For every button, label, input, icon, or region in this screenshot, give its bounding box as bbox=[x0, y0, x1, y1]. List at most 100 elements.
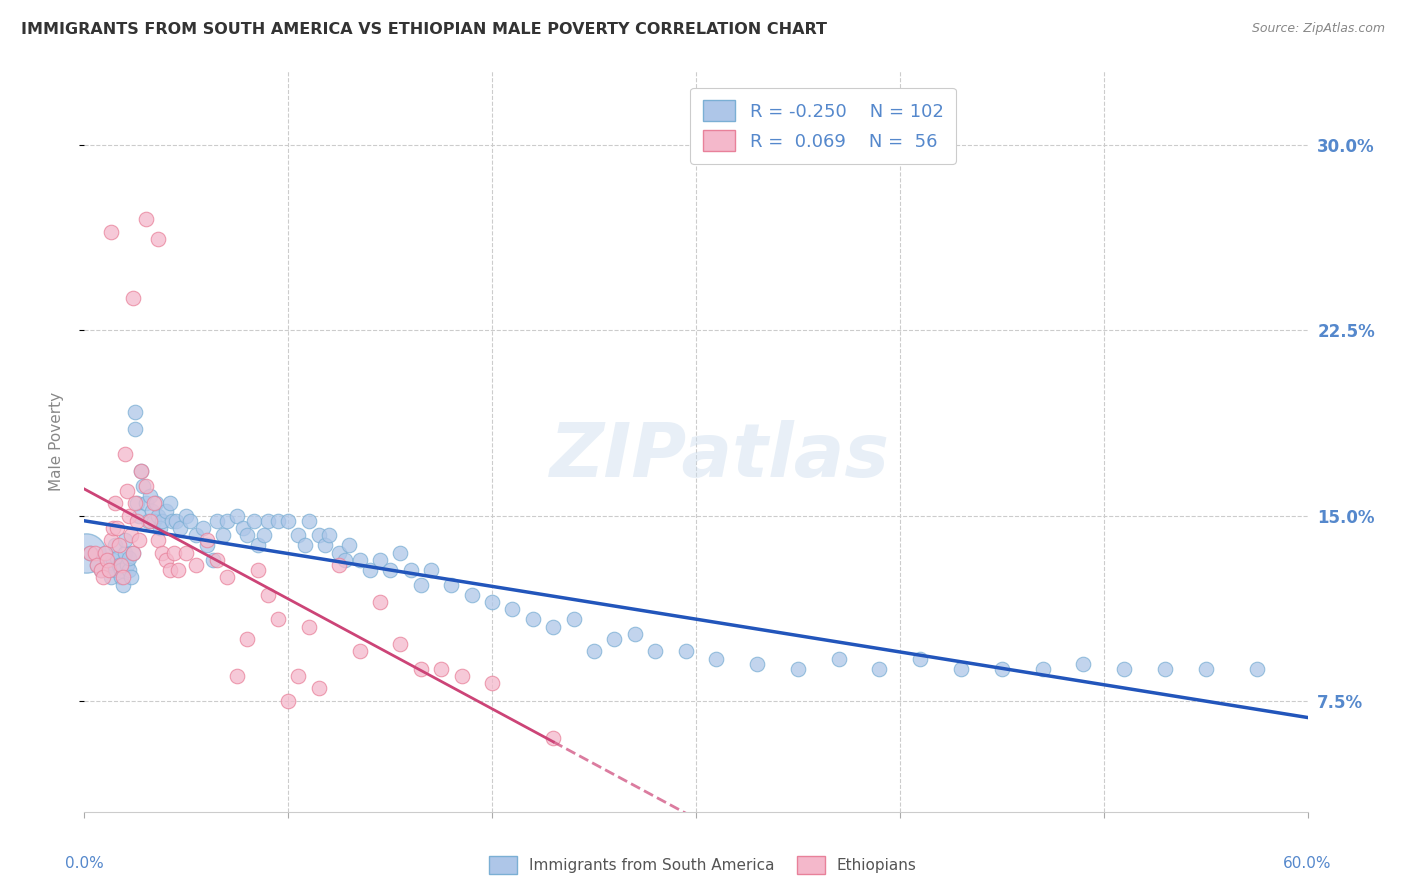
Point bbox=[93, 546, 115, 560]
Point bbox=[420, 563, 443, 577]
Point bbox=[461, 588, 484, 602]
Point bbox=[124, 422, 146, 436]
Point bbox=[828, 651, 851, 665]
Point bbox=[450, 669, 472, 683]
Point bbox=[115, 558, 138, 572]
Point bbox=[267, 514, 290, 528]
Point bbox=[205, 553, 228, 567]
Point bbox=[481, 676, 503, 690]
Point bbox=[349, 644, 371, 658]
Point bbox=[226, 508, 249, 523]
Point bbox=[991, 662, 1014, 676]
Point bbox=[159, 496, 181, 510]
Point bbox=[1246, 662, 1268, 676]
Point bbox=[253, 528, 276, 542]
Point bbox=[155, 503, 177, 517]
Point bbox=[1114, 662, 1136, 676]
Point bbox=[562, 612, 585, 626]
Point bbox=[120, 528, 142, 542]
Point bbox=[389, 546, 412, 560]
Point bbox=[287, 528, 309, 542]
Point bbox=[409, 662, 432, 676]
Point bbox=[83, 546, 105, 560]
Point bbox=[86, 558, 108, 572]
Point bbox=[97, 558, 120, 572]
Point bbox=[205, 514, 228, 528]
Point bbox=[112, 577, 135, 591]
Point bbox=[115, 483, 138, 498]
Point bbox=[135, 496, 157, 510]
Point bbox=[368, 595, 391, 609]
Point bbox=[110, 558, 132, 572]
Point bbox=[169, 521, 191, 535]
Point bbox=[318, 528, 340, 542]
Point bbox=[90, 563, 112, 577]
Point bbox=[114, 447, 136, 461]
Point bbox=[131, 464, 153, 478]
Text: 0.0%: 0.0% bbox=[65, 856, 104, 871]
Point bbox=[101, 553, 124, 567]
Point bbox=[706, 651, 728, 665]
Point bbox=[368, 553, 391, 567]
Point bbox=[79, 546, 101, 560]
Point bbox=[298, 514, 321, 528]
Point bbox=[122, 292, 145, 306]
Point bbox=[399, 563, 422, 577]
Point bbox=[226, 669, 249, 683]
Point bbox=[298, 620, 321, 634]
Text: 60.0%: 60.0% bbox=[1284, 856, 1331, 871]
Point bbox=[160, 514, 183, 528]
Point bbox=[108, 558, 131, 572]
Point bbox=[97, 563, 120, 577]
Point bbox=[104, 496, 127, 510]
Y-axis label: Male Poverty: Male Poverty bbox=[49, 392, 63, 491]
Point bbox=[135, 212, 157, 227]
Point bbox=[257, 588, 280, 602]
Point bbox=[167, 563, 190, 577]
Point bbox=[128, 533, 150, 548]
Point bbox=[91, 570, 114, 584]
Point bbox=[108, 538, 131, 552]
Point bbox=[212, 528, 235, 542]
Point bbox=[409, 577, 432, 591]
Point bbox=[118, 563, 141, 577]
Point bbox=[93, 546, 115, 560]
Point bbox=[142, 496, 165, 510]
Point bbox=[100, 533, 122, 548]
Point bbox=[644, 644, 666, 658]
Point bbox=[131, 464, 153, 478]
Point bbox=[308, 528, 330, 542]
Point bbox=[236, 528, 259, 542]
Point bbox=[146, 232, 169, 246]
Point bbox=[138, 514, 160, 528]
Point bbox=[135, 479, 157, 493]
Point bbox=[246, 563, 269, 577]
Point bbox=[174, 546, 197, 560]
Point bbox=[543, 731, 565, 745]
Point bbox=[132, 479, 155, 493]
Point bbox=[950, 662, 973, 676]
Point bbox=[624, 627, 647, 641]
Point bbox=[380, 563, 402, 577]
Point bbox=[122, 546, 145, 560]
Point bbox=[339, 538, 361, 552]
Point bbox=[389, 637, 412, 651]
Point bbox=[869, 662, 891, 676]
Point bbox=[217, 570, 239, 584]
Point bbox=[149, 521, 172, 535]
Point bbox=[328, 558, 350, 572]
Point bbox=[136, 514, 159, 528]
Legend: Immigrants from South America, Ethiopians: Immigrants from South America, Ethiopian… bbox=[484, 850, 922, 880]
Point bbox=[163, 546, 186, 560]
Point bbox=[114, 546, 136, 560]
Point bbox=[349, 553, 371, 567]
Point bbox=[246, 538, 269, 552]
Point bbox=[101, 521, 124, 535]
Point bbox=[359, 563, 381, 577]
Point bbox=[543, 620, 565, 634]
Point bbox=[142, 514, 165, 528]
Point bbox=[195, 538, 218, 552]
Point bbox=[124, 405, 146, 419]
Point bbox=[430, 662, 453, 676]
Point bbox=[675, 644, 697, 658]
